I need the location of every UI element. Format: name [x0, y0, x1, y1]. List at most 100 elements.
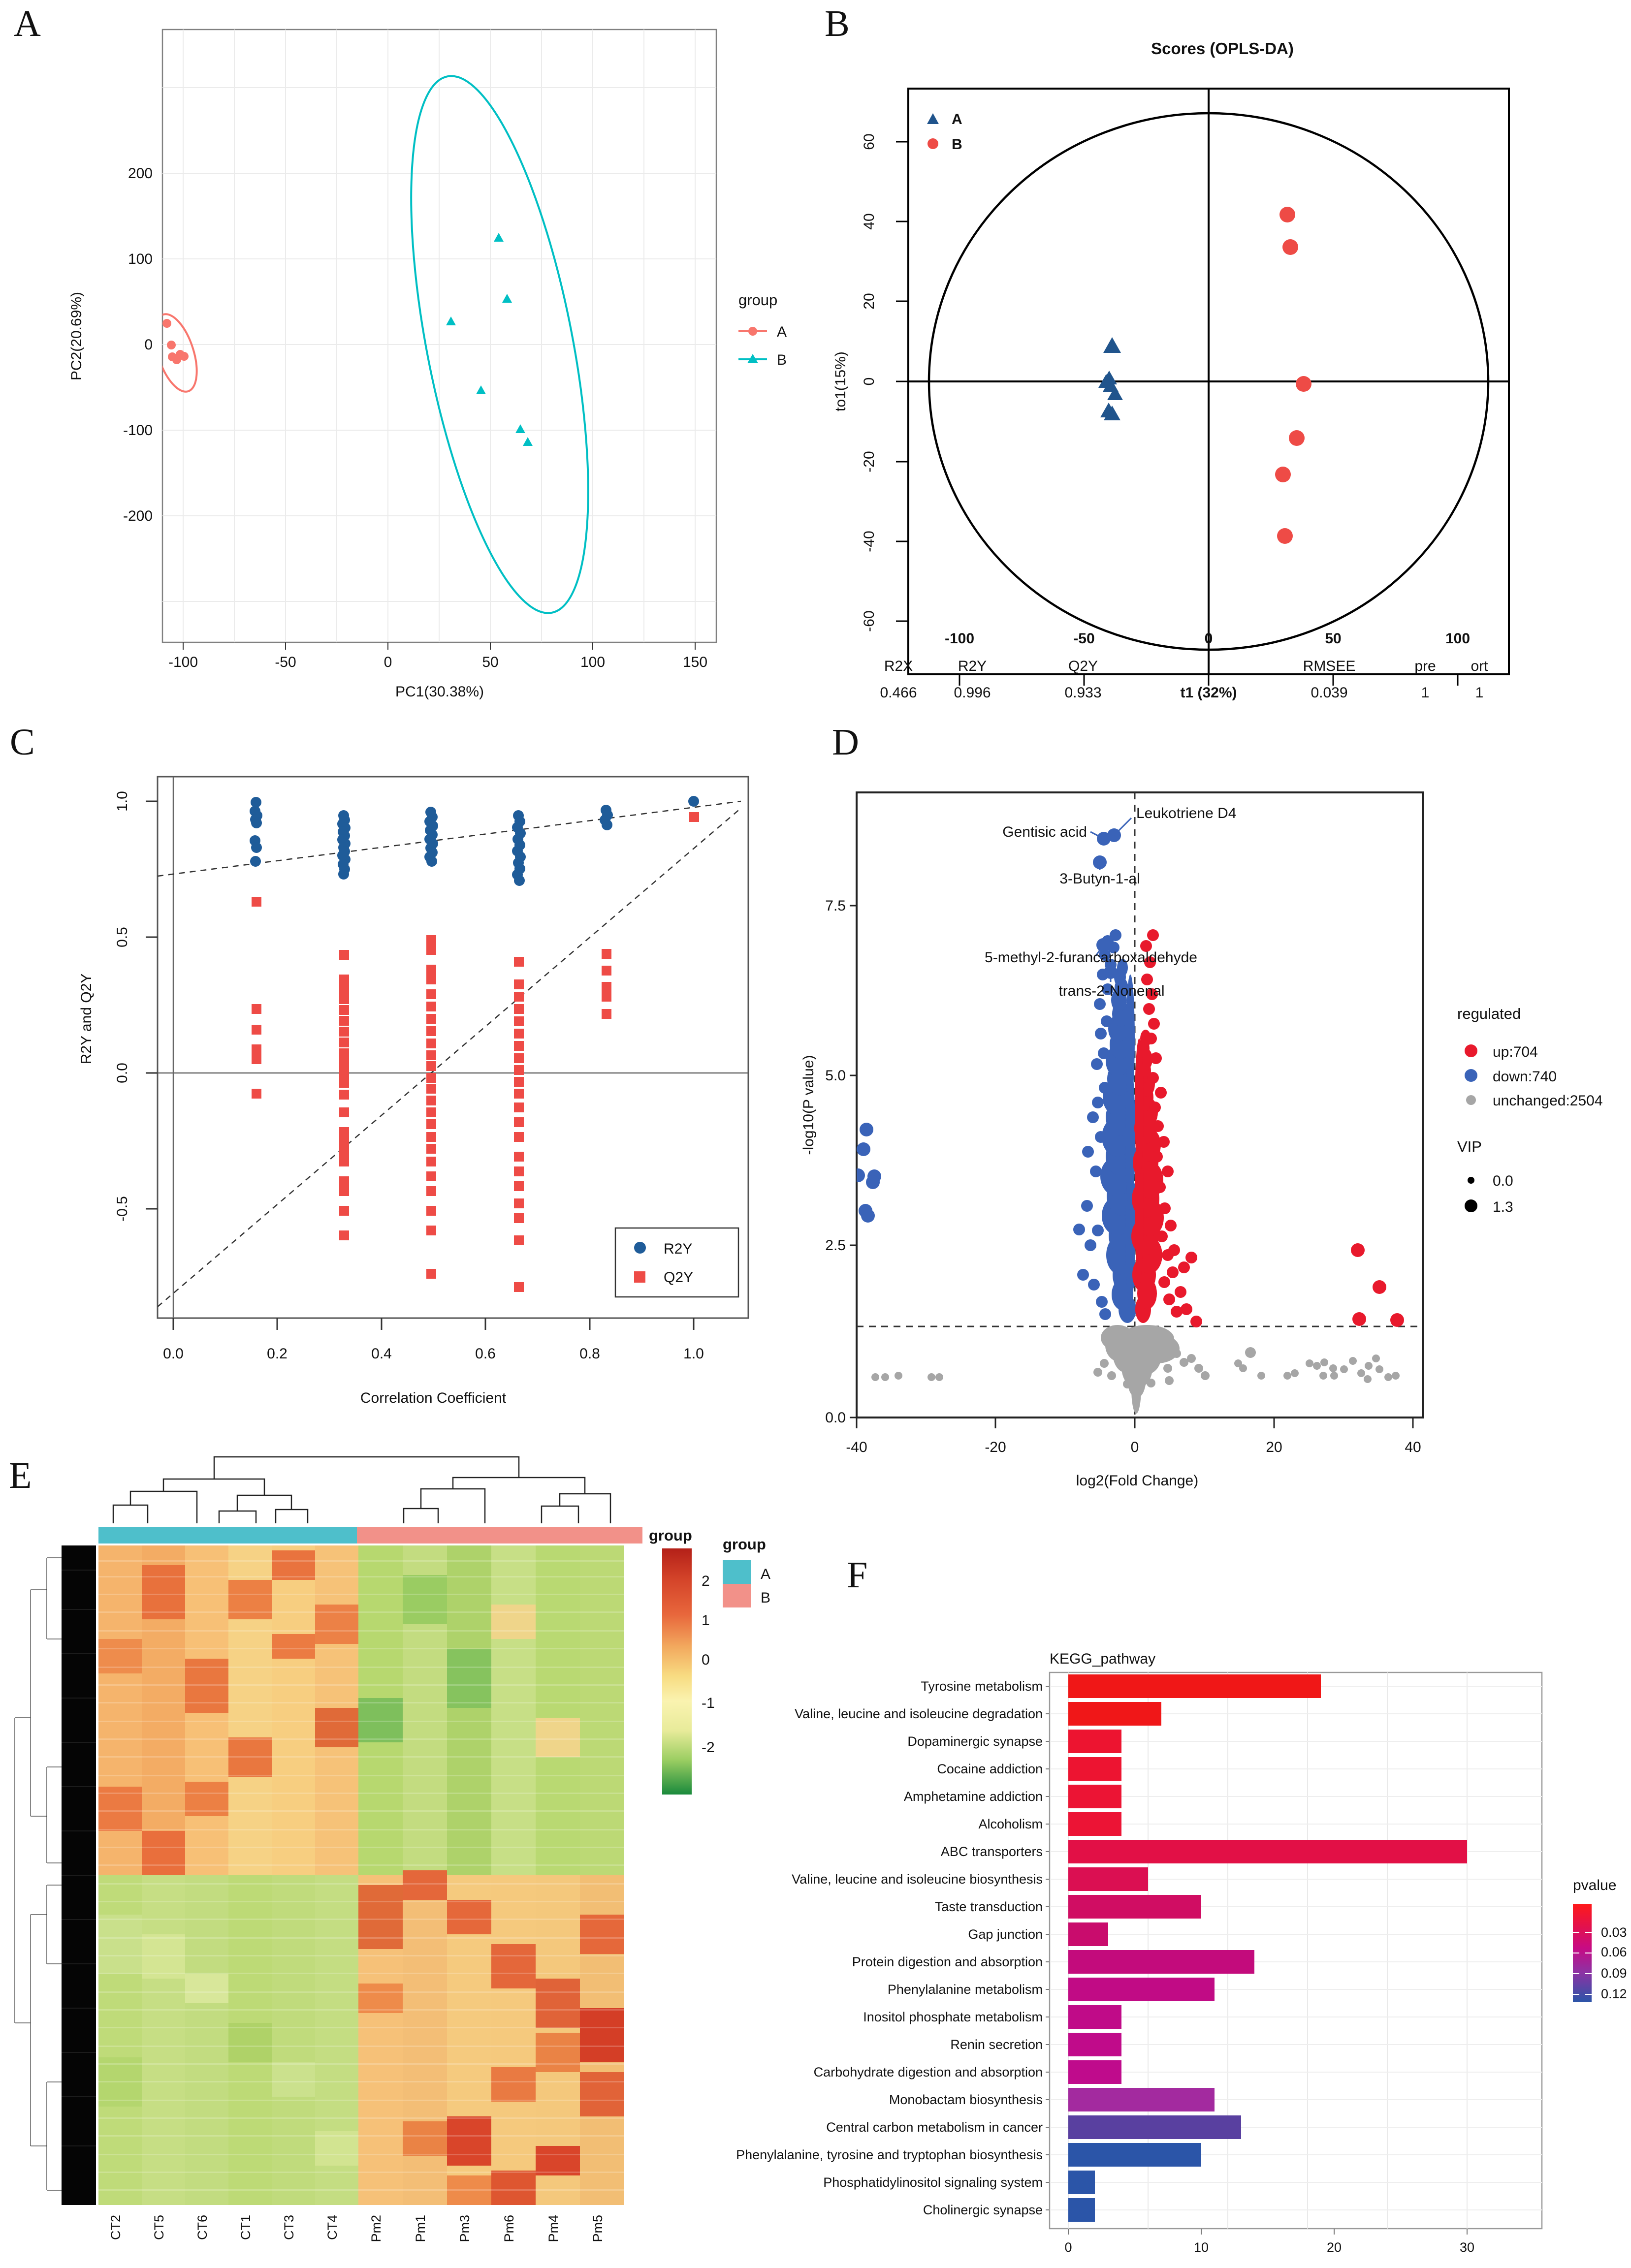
panel-b-stat-value: 0.933 [1064, 685, 1101, 701]
panel-d-plot: Leukotriene D4 Gentisic acid 3-Butyn-1-a… [800, 791, 1603, 1489]
heatmap-column-label: Pm2 [369, 2215, 384, 2242]
panel-f: F KEGG_pathway [736, 1516, 1631, 2268]
panel-b-legend: A B [927, 111, 962, 153]
panel-b-ytick: 20 [861, 293, 877, 309]
panel-f-title: KEGG_pathway [1050, 1651, 1155, 1667]
panel-a-legend: group A B [738, 291, 787, 368]
panel-f-xtick: 10 [1194, 2240, 1209, 2255]
panel-c-xtick: 0.0 [163, 1346, 184, 1362]
legend-marker-vip-large [1465, 1199, 1477, 1212]
column-dendrogram [112, 1456, 611, 1523]
panel-a-ytick: 100 [128, 251, 153, 267]
panel-d-label: D [832, 722, 859, 763]
panel-b-stat-value: 1 [1475, 685, 1484, 701]
panel-c-ylabel: R2Y and Q2Y [78, 974, 95, 1065]
panel-c-label: C [10, 722, 35, 763]
panel-f-category: Renin secretion [950, 2037, 1043, 2052]
legend-marker-group-b [747, 354, 758, 363]
panel-a-label: A [14, 3, 41, 44]
panel-f-category: Phosphatidylinositol signaling system [823, 2175, 1043, 2190]
heatmap-column-label: Pm3 [457, 2215, 472, 2242]
heatmap-column-label: Pm5 [590, 2215, 605, 2242]
heatmap-column-label: Pm4 [546, 2215, 561, 2242]
panel-a: A [0, 0, 817, 719]
panel-f-category: Protein digestion and absorption [852, 1954, 1043, 1969]
legend-marker-down [1465, 1069, 1477, 1082]
panel-b-stat-name: pre [1414, 658, 1436, 674]
series-d-up [1131, 929, 1404, 1327]
ellipse-group-b [410, 75, 589, 614]
heatmap-column-label: CT5 [152, 2215, 166, 2240]
row-dendrogram [14, 1557, 62, 2191]
panel-f-category: Tyrosine metabolism [921, 1679, 1043, 1694]
panel-f-category: Valine, leucine and isoleucine biosynthe… [792, 1872, 1043, 1887]
panel-c-ytick: -0.5 [114, 1196, 130, 1222]
panel-b-stat-name: R2X [884, 658, 913, 674]
panel-a-ytick: -100 [123, 422, 153, 439]
panel-b-ytick: 40 [861, 213, 877, 229]
heatmap-column-label: CT4 [325, 2215, 340, 2240]
panel-d-ytick: 2.5 [825, 1237, 846, 1254]
panel-b-xtick: -50 [1073, 630, 1094, 647]
panel-d-ylabel: -log10(P value) [800, 1055, 817, 1155]
panel-f-category: Carbohydrate digestion and absorption [814, 2065, 1043, 2079]
panel-e-legend-title: group [723, 1536, 766, 1553]
panel-d-legend-label: 0.0 [1493, 1173, 1513, 1189]
heatmap-column-label: Pm1 [413, 2215, 428, 2242]
panel-c-xtick: 1.0 [683, 1346, 704, 1362]
panel-b-ylabel: to1(15%) [832, 351, 849, 411]
panel-d-ytick: 7.5 [825, 898, 846, 914]
panel-d-annotation: Gentisic acid [1002, 824, 1087, 840]
panel-d-ytick: 5.0 [825, 1068, 846, 1084]
heatmap-scale-tick: 0 [702, 1652, 710, 1668]
legend-swatch-group-a [723, 1560, 751, 1584]
panel-f-category: Cholinergic synapse [923, 2203, 1043, 2217]
series-c-q2y [252, 812, 699, 1292]
panel-d-annotation: trans-2-Nonenal [1058, 983, 1164, 999]
heatmap-column-label: CT6 [195, 2215, 210, 2240]
heatmap-colorbar [662, 1548, 692, 1795]
heatmap-body [98, 1545, 624, 2205]
series-d-unchanged [871, 1325, 1400, 1414]
panel-d-annotation: 3-Butyn-1-al [1059, 871, 1140, 887]
panel-f-category: Valine, leucine and isoleucine degradati… [795, 1706, 1043, 1721]
legend-marker-r2y [634, 1242, 646, 1254]
panel-a-xtick: 100 [580, 654, 605, 670]
panel-b-ytick: 60 [861, 133, 877, 150]
series-group-a-points [162, 319, 189, 364]
panel-f-category: ABC transporters [941, 1844, 1043, 1859]
panel-b-stat-name: ort [1471, 658, 1488, 674]
legend-marker-q2y [634, 1271, 645, 1283]
panel-f-xtick: 20 [1327, 2240, 1342, 2255]
panel-f-plot: KEGG_pathway [736, 1651, 1627, 2255]
heatmap-scale-tick: 1 [702, 1612, 710, 1629]
panel-d-xtick: 20 [1266, 1439, 1282, 1455]
series-b-group-a [1098, 337, 1123, 420]
panel-b-label: B [825, 3, 850, 44]
panel-a-ylabel: PC2(20.69%) [68, 292, 85, 380]
heatmap-scale-tick: 2 [702, 1573, 710, 1589]
panel-c-xlabel: Correlation Coefficient [360, 1390, 507, 1406]
panel-b-stat-name: R2Y [958, 658, 987, 674]
panel-d-xtick: -20 [985, 1439, 1006, 1455]
panel-f-category: Phenylalanine metabolism [888, 1982, 1043, 1997]
panel-b-xtick: 100 [1445, 630, 1470, 647]
legend-marker-unchanged [1466, 1095, 1476, 1105]
panel-b-ytick: -20 [861, 451, 877, 472]
panel-c-xtick: 0.2 [267, 1346, 288, 1362]
series-b-group-b [1275, 207, 1311, 544]
row-leaf-mass [62, 1545, 96, 2205]
panel-f-category: Dopaminergic synapse [907, 1734, 1043, 1749]
panel-c-ytick: 0.5 [114, 927, 130, 947]
series-d-down [857, 828, 1138, 1323]
legend-swatch-group-b [723, 1584, 751, 1607]
panel-f-xtick: 30 [1460, 2240, 1474, 2255]
panel-f-legend-tick: 0.06 [1601, 1945, 1627, 1959]
panel-e-groupbar-label: group [649, 1527, 692, 1544]
panel-d-xtick: 40 [1405, 1439, 1421, 1455]
legend-marker-group-a [748, 327, 757, 336]
panel-d-xlabel: log2(Fold Change) [1076, 1473, 1198, 1489]
panel-b-stats-block: -100 -50 0 50 100 R2X R2Y Q2Y RMSEE pre … [815, 623, 1631, 709]
heatmap-scale-tick: -1 [702, 1695, 715, 1711]
panel-e-legend-label: B [761, 1590, 770, 1606]
